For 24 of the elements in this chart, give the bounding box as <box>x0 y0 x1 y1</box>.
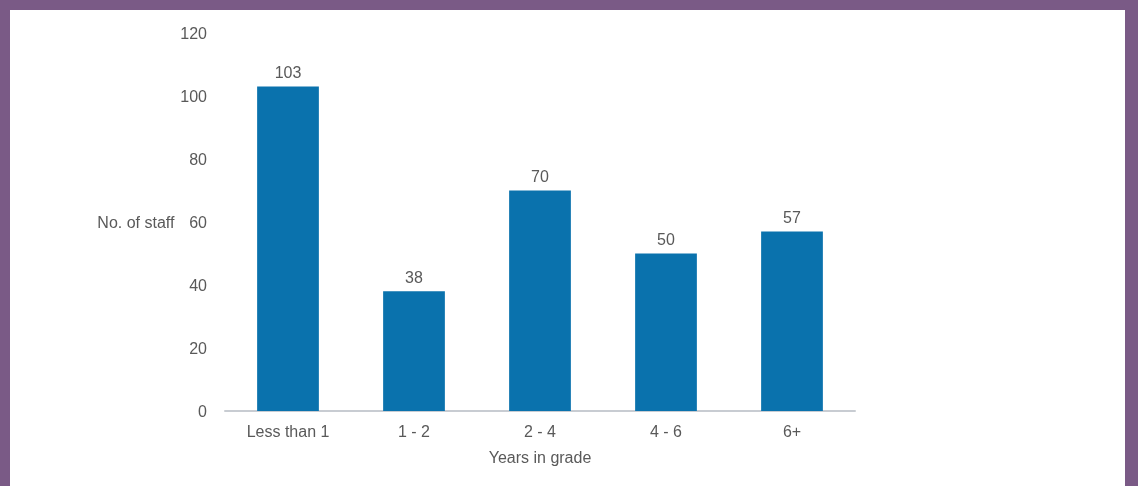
y-tick-label: 60 <box>189 213 208 231</box>
bar <box>635 253 697 411</box>
bar <box>257 86 319 411</box>
data-label: 103 <box>274 64 302 82</box>
y-tick-label: 100 <box>180 87 208 105</box>
bar <box>761 231 823 411</box>
x-tick-label: 2 - 4 <box>523 422 557 440</box>
data-label: 50 <box>657 231 675 248</box>
y-tick-label: 80 <box>189 150 208 168</box>
y-tick-label: 40 <box>189 276 208 294</box>
bar <box>383 291 445 411</box>
data-label: 38 <box>405 268 423 286</box>
x-tick-label: Less than 1 <box>246 422 330 440</box>
y-tick-label: 0 <box>198 402 208 420</box>
data-label: 70 <box>531 168 549 185</box>
x-axis-title: Years in grade <box>488 448 592 466</box>
y-tick-label: 120 <box>180 24 208 42</box>
data-label: 57 <box>783 208 801 226</box>
x-tick-label: 1 - 2 <box>397 422 431 440</box>
bar <box>509 190 571 411</box>
y-tick-label: 20 <box>189 339 208 357</box>
y-axis-title: No. of staff <box>97 213 175 231</box>
x-tick-label: 4 - 6 <box>649 422 683 440</box>
x-tick-label: 6+ <box>782 422 802 440</box>
